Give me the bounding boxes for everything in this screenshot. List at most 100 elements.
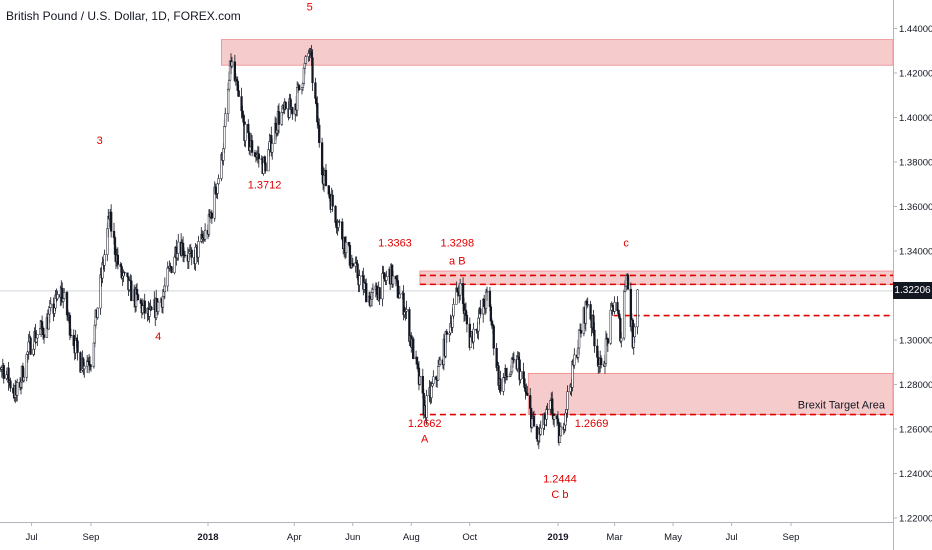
candle — [123, 271, 126, 276]
candle — [344, 236, 348, 258]
candle-body — [558, 435, 562, 443]
annotation-label: 1.2444 — [543, 473, 577, 485]
candle-body — [472, 328, 475, 343]
candle — [197, 235, 200, 265]
candle-body — [526, 392, 529, 396]
candle-body — [170, 266, 173, 273]
candle — [116, 247, 120, 270]
candle-body — [492, 325, 495, 349]
annotation-label: 3 — [97, 135, 103, 147]
candle — [304, 54, 307, 66]
candle — [338, 219, 341, 226]
time-tick-label: Oct — [462, 532, 477, 543]
candle — [264, 155, 267, 174]
time-tick-label: Jun — [345, 532, 360, 543]
candle — [291, 106, 294, 120]
candle-body — [559, 426, 563, 437]
candle-body — [143, 300, 146, 314]
candle — [398, 285, 401, 299]
candle-body — [566, 391, 569, 410]
price-tick-label: 1.28000 — [899, 380, 932, 391]
candle-body — [83, 365, 86, 370]
time-tick-label: Aug — [403, 532, 420, 543]
candle-body — [126, 272, 129, 277]
price-tick-label: 1.38000 — [899, 158, 932, 169]
last-price-label: 1.32206 — [893, 282, 932, 299]
candle — [613, 296, 616, 315]
candle — [530, 418, 534, 429]
candle-body — [130, 280, 133, 302]
candle — [385, 270, 388, 285]
candle — [425, 389, 428, 425]
candle-body — [123, 272, 126, 274]
candle — [277, 103, 281, 134]
candle — [16, 378, 19, 402]
candle — [365, 278, 368, 303]
candle — [553, 413, 556, 428]
candle-body — [412, 338, 415, 360]
candle — [432, 370, 435, 386]
candle — [190, 247, 193, 266]
symbol-title: British Pound / U.S. Dollar, 1D, FOREX.c… — [6, 9, 241, 23]
candle — [297, 84, 301, 91]
candle — [56, 290, 59, 301]
candle-body — [136, 294, 140, 301]
annotation-label: a B — [449, 255, 466, 267]
candle-body — [365, 283, 368, 303]
candle-body — [324, 169, 328, 186]
candle — [271, 138, 274, 160]
price-tick-label: 1.36000 — [899, 202, 932, 213]
price-tick-label: 1.34000 — [899, 247, 932, 258]
candle-body — [452, 304, 455, 317]
price-tick-label: 1.24000 — [899, 469, 932, 480]
candle — [472, 322, 475, 350]
candle-body — [257, 153, 260, 160]
candle — [485, 286, 489, 301]
candle-body — [371, 289, 375, 293]
candle-body — [606, 338, 610, 344]
candle — [616, 296, 619, 312]
candle — [546, 402, 549, 415]
candle — [96, 307, 99, 320]
candle-body — [116, 254, 120, 265]
candle-body — [264, 162, 267, 172]
candle-body — [385, 276, 388, 281]
price-tick-label: 1.26000 — [899, 425, 932, 436]
candle — [633, 323, 636, 344]
candle — [103, 249, 106, 272]
candle-body — [348, 245, 352, 266]
candle-body — [203, 229, 207, 240]
candle-body — [56, 294, 59, 300]
candle — [499, 370, 502, 395]
candle-body — [16, 382, 19, 396]
candle-body — [609, 309, 612, 344]
candle-body — [425, 395, 428, 418]
candle — [459, 278, 462, 301]
candle-body — [311, 57, 314, 84]
candle-body — [418, 376, 422, 385]
candle-body — [79, 352, 82, 373]
candle — [371, 283, 375, 300]
candle — [237, 84, 240, 97]
candle — [539, 420, 542, 436]
candle-body — [36, 334, 39, 339]
candle-body — [577, 329, 581, 349]
time-tick-label: Mar — [606, 532, 622, 543]
candle-body — [636, 289, 639, 328]
candle-body — [2, 365, 5, 379]
candle — [418, 375, 422, 386]
candle-body — [506, 376, 509, 378]
candle-body — [405, 309, 408, 312]
candle — [143, 293, 146, 320]
candle-body — [479, 308, 482, 315]
candle-body — [190, 249, 193, 258]
candle-body — [344, 242, 348, 253]
candle-body — [546, 408, 549, 411]
candle-body — [613, 302, 616, 312]
zones: Brexit Target Area — [221, 39, 894, 415]
candle-body — [378, 287, 381, 300]
candle — [42, 327, 46, 344]
candle — [438, 356, 442, 366]
candle — [479, 299, 482, 317]
